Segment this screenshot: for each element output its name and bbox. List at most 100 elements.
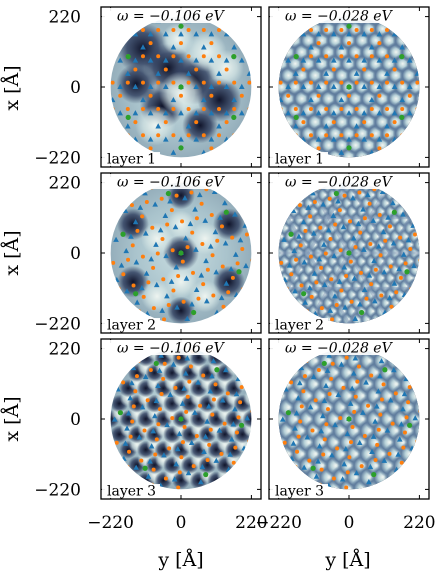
lattice-dot-marker — [156, 133, 161, 138]
panel-r1-c1: −220 0 220 ω = −0.106 eV layer 1 — [34, 6, 262, 168]
lattice-triangle-marker — [384, 70, 390, 76]
lattice-dot-marker — [232, 80, 237, 85]
lattice-triangle-marker — [132, 31, 139, 37]
lattice-dot-marker — [328, 236, 333, 241]
lattice-triangle-marker — [301, 259, 308, 265]
lattice-triangle-marker — [243, 262, 249, 269]
lattice-triangle-marker — [373, 403, 380, 409]
lattice-dot-marker — [345, 470, 350, 475]
lattice-dot-marker — [369, 27, 374, 32]
lattice-triangle-marker — [124, 425, 130, 431]
lattice-dot-marker — [217, 133, 221, 138]
lattice-triangle-marker — [147, 31, 154, 37]
lattice-triangle-marker — [142, 190, 148, 196]
lattice-triangle-marker — [399, 44, 405, 50]
lattice-triangle-marker — [163, 110, 169, 116]
lattice-triangle-marker — [208, 110, 215, 116]
lattice-dot-marker — [171, 54, 176, 59]
lattice-triangle-marker — [357, 301, 363, 307]
lattice-dot-marker — [369, 80, 374, 85]
lattice-triangle-marker — [201, 96, 207, 103]
lattice-triangle-marker — [304, 434, 311, 440]
lattice-triangle-marker — [285, 83, 291, 89]
lattice-triangle-marker — [147, 83, 154, 89]
lattice-dot-marker — [136, 359, 141, 364]
layer-label-box — [102, 484, 160, 498]
lattice-triangle-marker — [335, 198, 341, 204]
lattice-triangle-marker — [400, 251, 407, 257]
lattice-dot-marker — [190, 230, 195, 235]
lattice-triangle-marker — [401, 391, 408, 397]
lattice-dot-marker — [407, 385, 412, 390]
lattice-dot-marker — [322, 437, 327, 442]
lattice-dot-marker — [348, 219, 353, 224]
stacking-center-marker — [153, 360, 159, 367]
lattice-dot-marker — [327, 392, 332, 397]
lattice-dot-marker — [199, 201, 204, 206]
lattice-triangle-marker — [386, 294, 393, 301]
lattice-triangle-marker — [398, 421, 405, 427]
lattice-triangle-marker — [369, 44, 375, 50]
lattice-dot-marker — [134, 374, 139, 379]
lattice-dot-marker — [148, 367, 153, 372]
lattice-triangle-marker — [360, 206, 366, 212]
lattice-triangle-marker — [346, 57, 352, 63]
lattice-dot-marker — [209, 213, 214, 218]
lattice-dot-marker — [368, 241, 373, 246]
lattice-triangle-marker — [300, 219, 307, 225]
lattice-triangle-marker — [361, 286, 368, 293]
layer-label-box — [102, 318, 160, 332]
lattice-dot-marker — [201, 133, 206, 138]
lattice-dot-marker — [205, 267, 210, 272]
lattice-triangle-marker — [222, 200, 228, 206]
layer-label: layer 2 — [275, 318, 324, 334]
lattice-dot-marker — [174, 193, 179, 198]
lattice-dot-marker — [316, 146, 321, 151]
lattice-dot-marker — [329, 376, 334, 381]
lattice-dot-marker — [309, 54, 313, 59]
lattice-dot-marker — [339, 133, 344, 138]
lattice-triangle-marker — [384, 427, 391, 433]
lattice-dot-marker — [125, 106, 130, 111]
lattice-dot-marker — [278, 106, 283, 111]
lattice-dot-marker — [282, 440, 287, 445]
layer-label-box — [270, 484, 328, 498]
lattice-dot-marker — [194, 216, 199, 221]
lattice-triangle-marker — [218, 294, 225, 301]
lattice-dot-marker — [403, 261, 408, 266]
lattice-dot-marker — [139, 458, 144, 463]
lattice-triangle-marker — [207, 243, 214, 249]
lattice-dot-marker — [362, 216, 367, 221]
stacking-center-marker — [203, 471, 209, 478]
lattice-dot-marker — [141, 80, 145, 85]
lattice-triangle-marker — [399, 96, 405, 103]
lattice-dot-marker — [148, 146, 153, 151]
lattice-triangle-marker — [158, 352, 164, 358]
lattice-dot-marker — [241, 287, 246, 292]
lattice-dot-marker — [415, 439, 420, 444]
lattice-triangle-marker — [227, 451, 233, 457]
lattice-dot-marker — [232, 106, 237, 111]
stacking-center-marker — [231, 54, 237, 60]
lattice-triangle-marker — [379, 188, 386, 195]
lattice-dot-marker — [156, 27, 161, 32]
lattice-dot-marker — [225, 391, 230, 396]
lattice-dot-marker — [145, 398, 150, 403]
lattice-triangle-marker — [193, 31, 199, 37]
lattice-triangle-marker — [208, 136, 215, 142]
lattice-triangle-marker — [315, 458, 321, 464]
lattice-dot-marker — [163, 67, 168, 72]
lattice-dot-marker — [385, 106, 389, 111]
lattice-dot-marker — [244, 232, 249, 237]
lattice-dot-marker — [128, 434, 133, 439]
lattice-triangle-marker — [193, 136, 199, 142]
lattice-dot-marker — [347, 41, 351, 46]
lattice-dot-marker — [369, 106, 374, 111]
lattice-triangle-marker — [182, 370, 189, 376]
lattice-triangle-marker — [320, 201, 326, 207]
lattice-dot-marker — [151, 467, 156, 472]
x-tick-label: 0 — [176, 513, 187, 533]
lattice-triangle-marker — [331, 83, 337, 89]
omega-label-box — [102, 174, 251, 189]
stacking-center-marker — [346, 84, 352, 90]
